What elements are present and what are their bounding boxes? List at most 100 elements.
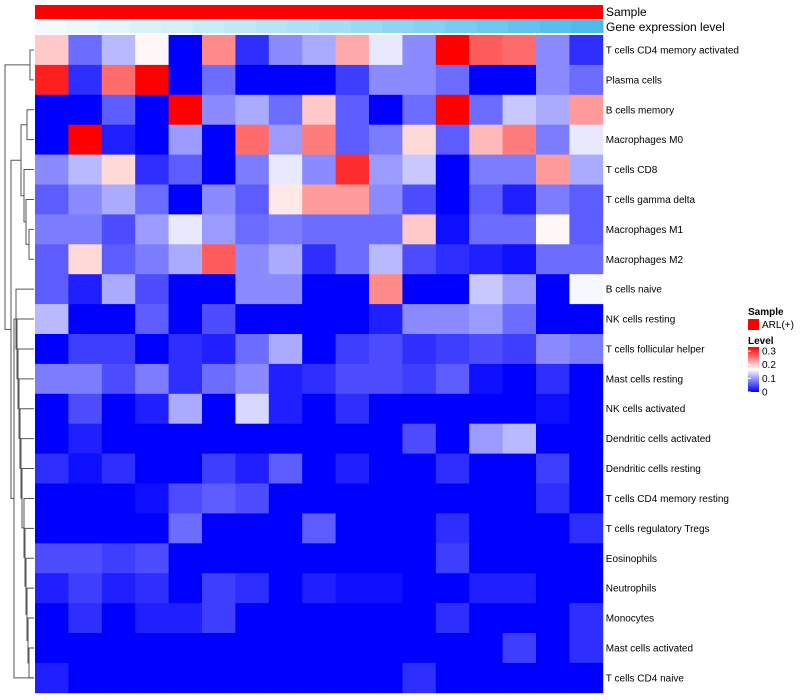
- row-label: Monocytes: [606, 614, 654, 625]
- gene-annotation-cell: [476, 20, 509, 33]
- heatmap-cell: [268, 64, 303, 96]
- legend-level-colorbar: [748, 347, 759, 392]
- heatmap-cell: [68, 573, 103, 604]
- heatmap-cell: [68, 603, 103, 634]
- heatmap-cell: [101, 633, 136, 664]
- gene-annotation-cell: [571, 20, 604, 33]
- heatmap-cell: [68, 334, 103, 365]
- heatmap-cell: [101, 334, 136, 365]
- heatmap-cell: [536, 94, 570, 126]
- heatmap-cell: [569, 214, 604, 245]
- heatmap-cell: [101, 483, 136, 514]
- heatmap-cell: [569, 304, 604, 335]
- heatmap-cell: [369, 334, 403, 365]
- heatmap-cell: [68, 154, 103, 185]
- heatmap-cell: [135, 423, 169, 454]
- row-label: Macrophages M0: [606, 135, 684, 146]
- heatmap-cell: [435, 64, 470, 96]
- gene-annotation-cell: [129, 20, 162, 33]
- heatmap-cell: [569, 603, 604, 634]
- heatmap-cell: [502, 363, 537, 395]
- heatmap-cell: [35, 154, 69, 185]
- gene-annotation-cell: [382, 20, 415, 33]
- heatmap-cell: [235, 453, 270, 484]
- heatmap-cell: [101, 184, 136, 215]
- legend-tick-label: 0.3: [762, 347, 776, 358]
- heatmap-cell: [168, 603, 203, 634]
- heatmap-cell: [135, 184, 169, 215]
- heatmap-cell: [135, 603, 169, 634]
- heatmap-cell: [235, 363, 270, 395]
- heatmap-cell: [369, 184, 403, 215]
- heatmap-cell: [502, 603, 537, 634]
- heatmap-cell: [335, 662, 370, 694]
- heatmap-cell: [335, 603, 370, 634]
- heatmap-cell: [68, 35, 103, 66]
- heatmap-cell: [536, 124, 570, 155]
- heatmap-cell: [369, 662, 403, 694]
- legend: Sample ARL(+) Level 0.3 0.2 0.1 0: [748, 307, 794, 399]
- heatmap-cell: [402, 513, 437, 544]
- heatmap-cell: [135, 304, 169, 335]
- gene-annotation-label: Gene expression level: [606, 20, 725, 34]
- row-label: Macrophages M2: [606, 255, 684, 266]
- heatmap-cell: [536, 513, 570, 544]
- heatmap-cell: [135, 393, 169, 425]
- heatmap-cell: [569, 393, 604, 425]
- heatmap-cell: [302, 334, 336, 365]
- heatmap-cell: [101, 35, 136, 66]
- heatmap-cell: [135, 662, 169, 694]
- dendrogram-branch: [28, 228, 34, 260]
- heatmap-cell: [135, 154, 169, 185]
- heatmap-cell: [435, 483, 470, 514]
- heatmap-cell: [335, 363, 370, 395]
- heatmap-cell: [35, 633, 69, 664]
- heatmap-cell: [302, 244, 336, 275]
- heatmap-cell: [302, 35, 336, 66]
- heatmap-cell: [435, 573, 470, 604]
- row-label: Dendritic cells activated: [606, 434, 711, 445]
- heatmap-cell: [435, 274, 470, 305]
- heatmap-cell: [168, 154, 203, 185]
- heatmap-cell: [168, 64, 203, 96]
- heatmap-cell: [502, 64, 537, 96]
- heatmap-cell: [68, 423, 103, 454]
- heatmap-cell: [402, 603, 437, 634]
- gene-annotation-cell: [98, 20, 131, 33]
- heatmap-cell: [235, 483, 270, 514]
- heatmap-cell: [435, 334, 470, 365]
- heatmap-cell: [202, 662, 236, 694]
- heatmap-cell: [235, 513, 270, 544]
- row-label: T cells CD4 memory resting: [606, 494, 729, 505]
- heatmap-cell: [68, 363, 103, 395]
- gene-expression-annotation-bar: [35, 20, 604, 33]
- heatmap-cell: [335, 483, 370, 514]
- heatmap-cell: [35, 334, 69, 365]
- dendrogram-branch: [25, 198, 34, 245]
- heatmap-cell: [569, 573, 604, 604]
- heatmap-cell: [335, 453, 370, 484]
- heatmap-cell: [135, 334, 169, 365]
- gene-annotation-cell: [539, 20, 572, 33]
- heatmap-cell: [536, 334, 570, 365]
- heatmap-cell: [302, 124, 336, 155]
- gene-annotation-cell: [224, 20, 257, 33]
- heatmap-cell: [569, 662, 604, 694]
- heatmap-cell: [101, 64, 136, 96]
- row-label: NK cells resting: [606, 315, 675, 326]
- heatmap-cell: [235, 603, 270, 634]
- heatmap-cell: [235, 274, 270, 305]
- row-label: Eosinophils: [606, 554, 657, 565]
- heatmap-cell: [469, 274, 503, 305]
- heatmap-cell: [235, 662, 270, 694]
- heatmap-cell: [435, 214, 470, 245]
- heatmap-cell: [435, 453, 470, 484]
- heatmap-cell: [302, 393, 336, 425]
- dendrogram-branch: [29, 49, 34, 81]
- heatmap-cell: [235, 543, 270, 574]
- heatmap-cell: [302, 214, 336, 245]
- heatmap-cell: [202, 94, 236, 126]
- heatmap-cell: [335, 154, 370, 185]
- heatmap-cell: [402, 244, 437, 275]
- heatmap-cell: [569, 64, 604, 96]
